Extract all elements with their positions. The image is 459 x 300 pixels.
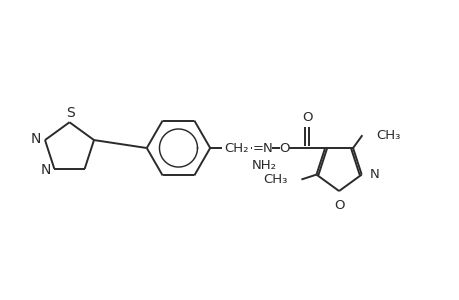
- Text: CH₃: CH₃: [375, 129, 400, 142]
- Text: CH₂: CH₂: [224, 142, 249, 154]
- Text: O: O: [279, 142, 289, 154]
- Text: O: O: [302, 111, 312, 124]
- Text: N: N: [31, 132, 41, 146]
- Text: =N: =N: [252, 142, 273, 154]
- Text: N: N: [40, 163, 50, 177]
- Text: S: S: [66, 106, 75, 120]
- Text: N: N: [369, 168, 379, 181]
- Text: CH₃: CH₃: [263, 173, 287, 186]
- Text: NH₂: NH₂: [252, 159, 277, 172]
- Text: O: O: [333, 199, 344, 212]
